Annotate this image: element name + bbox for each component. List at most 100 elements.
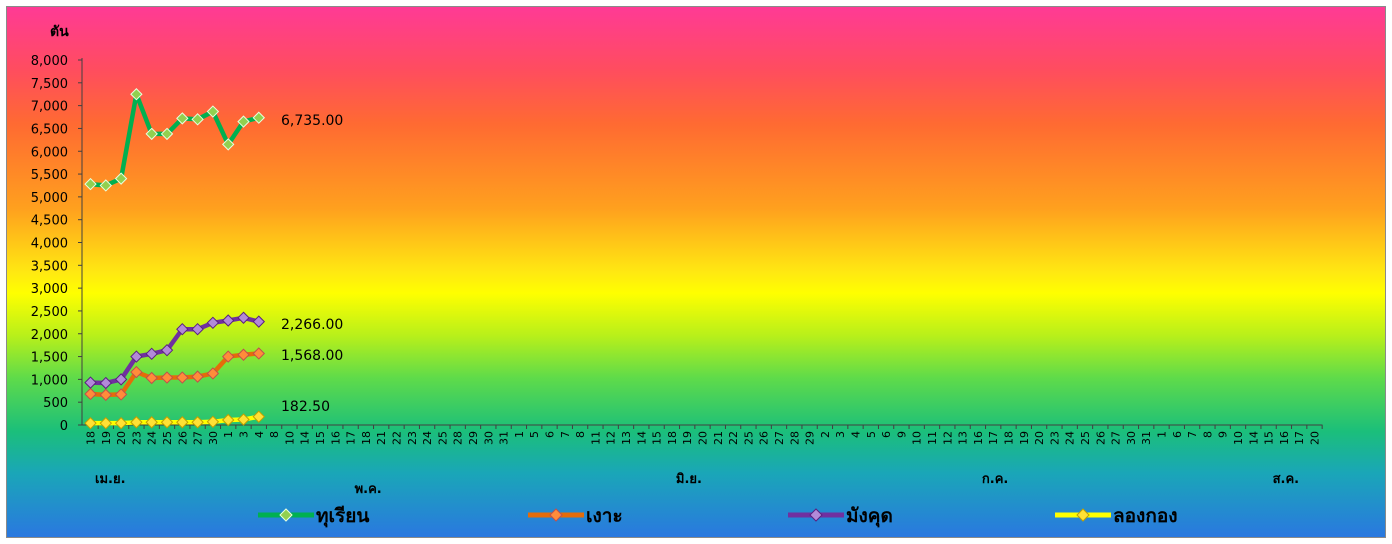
data-point: [237, 348, 250, 361]
x-tick-label: 28: [452, 431, 465, 445]
x-tick-label: 20: [1033, 431, 1046, 445]
legend-swatch-marker: [809, 508, 823, 522]
x-tick-label: 22: [727, 431, 740, 445]
data-point: [130, 88, 143, 101]
series-line: [90, 91, 260, 188]
x-tick-label: 12: [605, 431, 618, 445]
data-point: [145, 127, 158, 141]
y-tick-label: 3,500: [31, 259, 68, 274]
x-tick-label: 26: [176, 431, 189, 445]
x-tick-label: 14: [1247, 431, 1260, 445]
data-point: [99, 416, 113, 430]
data-point: [160, 343, 174, 357]
x-tick-label: 17: [345, 431, 358, 445]
x-tick-label: 18: [85, 431, 98, 445]
data-point: [191, 113, 204, 126]
y-tick-label: 4,000: [31, 237, 68, 252]
data-point: [206, 316, 220, 330]
data-point: [114, 388, 128, 401]
x-tick-label: 10: [283, 431, 296, 445]
x-tick-label: 15: [314, 431, 327, 445]
x-tick-label: 29: [804, 431, 817, 445]
x-tick-label: 30: [207, 431, 220, 445]
x-tick-label: 18: [666, 431, 679, 445]
x-tick-label: 19: [100, 431, 113, 445]
data-point: [99, 179, 113, 192]
data-point: [160, 127, 174, 141]
data-point: [221, 350, 235, 363]
x-tick-label: 25: [1079, 431, 1092, 445]
data-point: [145, 371, 158, 385]
x-tick-label: 4: [253, 431, 266, 438]
data-point: [99, 376, 113, 390]
data-label: 1,568.00: [281, 348, 343, 364]
x-tick-label: 30: [1125, 431, 1138, 445]
data-point: [252, 315, 266, 328]
y-tick-label: 5,500: [31, 168, 68, 183]
series-line: [90, 351, 259, 398]
y-tick-label: 7,500: [31, 77, 68, 92]
legend-label: มังคุด: [846, 505, 893, 528]
series-2: 2,266.00: [84, 311, 343, 390]
y-tick-label: 8,000: [31, 54, 68, 69]
data-point: [99, 388, 113, 402]
x-axis-ticks: 18 19 20 23 24 25 26 27 30 1 3 4 8 10 14 15 16 17 18 21 22 23…: [85, 425, 1323, 445]
legend-swatch-marker: [549, 508, 563, 522]
data-point: [252, 410, 266, 423]
data-point: [176, 322, 189, 336]
x-tick-label: 23: [130, 431, 143, 445]
month-label: พ.ค.: [355, 482, 382, 497]
x-tick-label: 19: [681, 431, 694, 445]
x-tick-label: 6: [544, 431, 557, 438]
x-tick-label: 26: [758, 431, 771, 445]
data-point: [221, 314, 235, 327]
x-tick-label: 8: [574, 431, 587, 438]
x-tick-label: 17: [1293, 431, 1306, 445]
data-point: [84, 387, 97, 401]
x-tick-label: 27: [773, 431, 786, 445]
x-tick-label: 31: [1140, 431, 1153, 445]
x-tick-label: 7: [1186, 431, 1199, 438]
x-tick-label: 11: [589, 431, 602, 445]
x-tick-label: 21: [375, 431, 388, 445]
legend-item: เงาะ: [528, 505, 623, 527]
x-tick-label: 28: [788, 431, 801, 445]
data-point: [84, 177, 97, 191]
x-tick-label: 14: [299, 431, 312, 445]
data-point: [237, 311, 250, 324]
data-point: [130, 416, 143, 429]
data-point: [160, 416, 174, 429]
data-label: 6,735.00: [281, 113, 343, 129]
legend-item: ทุเรียน: [258, 505, 369, 528]
x-tick-label: 4: [850, 431, 863, 438]
data-point: [237, 413, 250, 426]
legend-label: ทุเรียน: [316, 505, 369, 528]
x-tick-label: 24: [421, 431, 434, 445]
legend-label: ลองกอง: [1113, 505, 1178, 527]
data-point: [176, 112, 189, 125]
x-tick-label: 13: [620, 431, 633, 445]
month-label: ก.ค.: [982, 472, 1008, 487]
x-tick-label: 25: [161, 431, 174, 445]
x-tick-label: 24: [146, 431, 159, 445]
data-point: [206, 415, 220, 429]
series-3: 182.50: [84, 399, 330, 430]
x-tick-label: 6: [1171, 431, 1184, 438]
x-tick-label: 21: [712, 431, 725, 445]
x-tick-label: 23: [1048, 431, 1061, 445]
data-point: [176, 371, 189, 384]
y-tick-label: 6,000: [31, 145, 68, 160]
y-tick-label: 3,000: [31, 282, 68, 297]
data-point: [145, 416, 158, 429]
y-tick-label: 4,500: [31, 214, 68, 229]
data-point: [114, 373, 128, 386]
data-point: [130, 350, 143, 363]
x-tick-label: 26: [1094, 431, 1107, 445]
series-0: 6,735.00: [84, 88, 343, 192]
data-point: [206, 367, 220, 380]
x-tick-label: 10: [1232, 431, 1245, 445]
y-tick-label: 2,500: [31, 305, 68, 320]
month-label: มิ.ย.: [676, 472, 702, 487]
data-point: [252, 111, 266, 124]
